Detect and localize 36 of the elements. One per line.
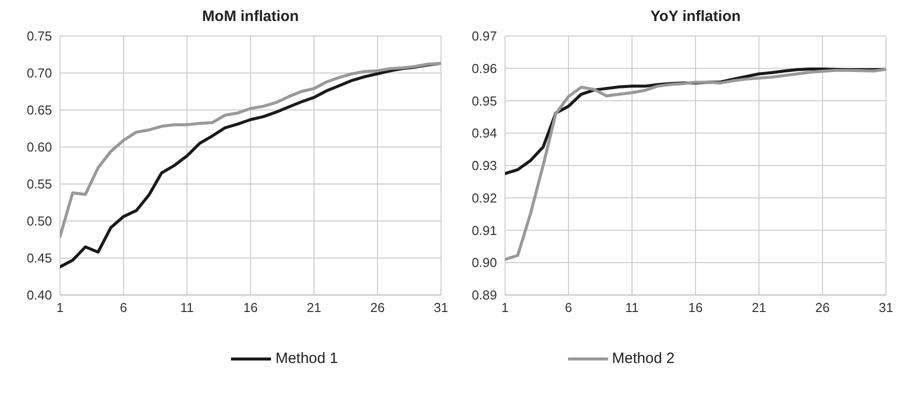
- y-tick-label: 0.91: [472, 222, 497, 238]
- x-tick-label: 16: [243, 300, 258, 316]
- y-tick-label: 0.60: [26, 140, 52, 155]
- x-tick-label: 1: [56, 300, 64, 316]
- x-tick-label: 21: [752, 300, 766, 316]
- x-tick-label: 31: [878, 300, 894, 316]
- x-tick-label: 6: [120, 300, 128, 316]
- x-tick-label: 21: [306, 300, 322, 316]
- y-tick-label: 0.95: [472, 93, 497, 108]
- x-tick-label: 11: [180, 300, 194, 316]
- x-tick-label: 1: [501, 300, 509, 316]
- y-tick-label: 0.89: [472, 288, 497, 303]
- y-tick-label: 0.75: [26, 28, 52, 44]
- y-tick-label: 0.97: [472, 28, 497, 44]
- y-tick-label: 0.92: [472, 190, 497, 206]
- y-tick-label: 0.94: [472, 126, 497, 141]
- x-tick-label: 31: [434, 300, 448, 316]
- y-tick-label: 0.93: [472, 158, 497, 174]
- chart-title: MoM inflation: [201, 8, 300, 27]
- x-tick-label: 16: [688, 300, 703, 316]
- y-tick-label: 0.55: [26, 176, 52, 192]
- y-tick-label: 0.45: [26, 250, 52, 266]
- legend-label: Method 1: [275, 350, 338, 367]
- y-tick-label: 0.50: [26, 214, 52, 229]
- y-tick-label: 0.96: [472, 60, 497, 76]
- x-tick-label: 6: [564, 300, 572, 316]
- y-tick-label: 0.65: [26, 102, 52, 118]
- y-tick-label: 0.70: [26, 66, 52, 81]
- legend-label: Method 2: [612, 350, 675, 367]
- x-tick-label: 26: [815, 300, 830, 316]
- line-series: [505, 68, 886, 261]
- y-tick-label: 0.40: [26, 288, 52, 303]
- x-tick-label: 26: [370, 300, 385, 316]
- x-tick-label: 11: [625, 300, 639, 316]
- chart-title: YoY inflation: [649, 8, 742, 27]
- y-tick-label: 0.90: [472, 255, 497, 270]
